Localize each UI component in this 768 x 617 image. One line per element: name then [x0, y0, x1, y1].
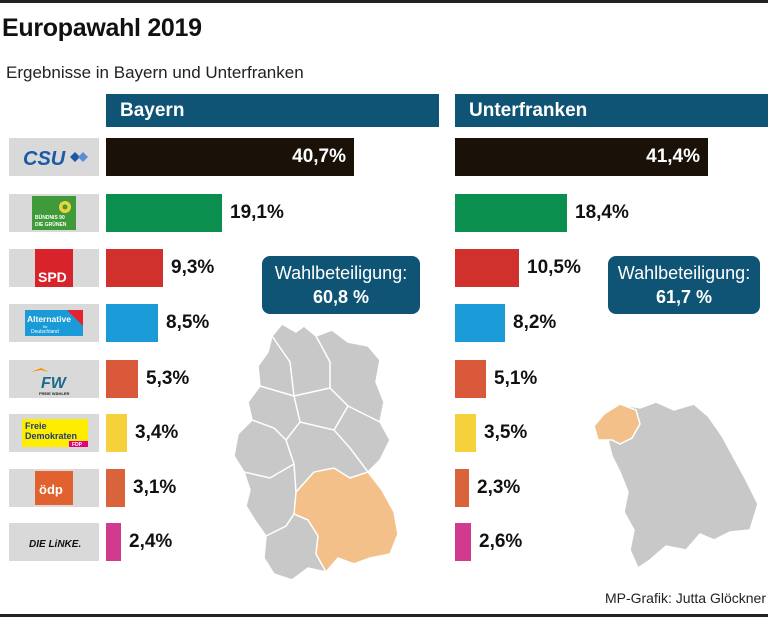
bar-bayern-5 [106, 360, 138, 398]
svg-text:Freie: Freie [25, 421, 47, 431]
bar-label-bayern-6: 3,4% [135, 422, 179, 443]
svg-text:FREIE WÄHLER: FREIE WÄHLER [39, 391, 70, 396]
bar-label-bayern-3: 9,3% [171, 257, 215, 278]
bar-bayern-8 [106, 523, 121, 561]
svg-text:für: für [43, 324, 48, 329]
bar-label-unterfranken-4: 8,2% [513, 312, 557, 333]
bar-label-bayern-8: 2,4% [129, 531, 173, 552]
svg-text:Alternative: Alternative [27, 314, 71, 324]
turnout-label-unterfranken: Wahlbeteiligung: [617, 263, 751, 283]
svg-text:DIE LiNKE.: DIE LiNKE. [29, 539, 81, 550]
bar-bayern-7 [106, 469, 125, 507]
bar-label-bayern-1: 40,7% [292, 146, 346, 167]
bar-unterfranken-8 [455, 523, 471, 561]
bavaria-map-icon [593, 401, 759, 570]
bar-label-bayern-5: 5,3% [146, 368, 190, 389]
bar-bayern-2 [106, 194, 222, 232]
svg-text:Deutschland: Deutschland [31, 329, 59, 335]
svg-text:CSU: CSU [23, 148, 66, 170]
turnout-box-bayern: Wahlbeteiligung: 60,8 % [262, 256, 420, 314]
credit-line: MP-Grafik: Jutta Glöckner [604, 590, 766, 606]
chart-title: Europawahl 2019 [2, 14, 202, 42]
bar-label-unterfranken-3: 10,5% [527, 257, 581, 278]
panel-header-bayern: Bayern [106, 94, 439, 127]
bar-unterfranken-1 [455, 138, 708, 176]
bar-bayern-4 [106, 304, 158, 342]
bar-label-unterfranken-2: 18,4% [575, 202, 629, 223]
bar-unterfranken-2 [455, 194, 567, 232]
turnout-label-bayern: Wahlbeteiligung: [274, 263, 408, 283]
fdp-logo-icon: Freie Demokraten FDP [9, 414, 99, 452]
oedp-logo-icon: ödp [9, 469, 99, 507]
bottom-rule [0, 614, 768, 617]
bar-label-bayern-2: 19,1% [230, 202, 284, 223]
bar-bayern-6 [106, 414, 127, 452]
bar-label-bayern-4: 8,5% [166, 312, 210, 333]
svg-text:BÜNDNIS 90: BÜNDNIS 90 [35, 214, 65, 221]
turnout-value-bayern: 60,8 % [312, 287, 370, 307]
top-rule [0, 0, 768, 3]
afd-logo-icon: Alternative für Deutschland [9, 304, 99, 342]
bar-label-unterfranken-7: 2,3% [477, 477, 521, 498]
svg-text:DIE GRÜNEN: DIE GRÜNEN [35, 221, 67, 228]
bar-unterfranken-4 [455, 304, 505, 342]
csu-logo-icon: CSU [9, 138, 99, 176]
svg-text:Demokraten: Demokraten [25, 431, 77, 441]
bar-unterfranken-7 [455, 469, 469, 507]
germany-map-icon [233, 323, 399, 581]
turnout-value-unterfranken: 61,7 % [655, 287, 713, 307]
bar-label-unterfranken-6: 3,5% [484, 422, 528, 443]
svg-text:ödp: ödp [39, 482, 63, 497]
bar-label-unterfranken-1: 41,4% [646, 146, 700, 167]
panel-header-unterfranken: Unterfranken [455, 94, 768, 127]
chart-subtitle: Ergebnisse in Bayern und Unterfranken [6, 63, 304, 82]
fw-logo-icon: FW FREIE WÄHLER [9, 360, 99, 398]
linke-logo-icon: DIE LiNKE. [9, 523, 99, 561]
svg-text:FW: FW [41, 375, 68, 392]
turnout-box-unterfranken: Wahlbeteiligung: 61,7 % [608, 256, 760, 314]
gruene-logo-icon: BÜNDNIS 90 DIE GRÜNEN [9, 194, 99, 232]
bar-bayern-1 [106, 138, 354, 176]
bar-label-unterfranken-8: 2,6% [479, 531, 523, 552]
spd-logo-icon: SPD [9, 249, 99, 287]
svg-text:FDP: FDP [72, 442, 83, 448]
bar-unterfranken-6 [455, 414, 476, 452]
bar-label-unterfranken-5: 5,1% [494, 368, 538, 389]
bar-label-bayern-7: 3,1% [133, 477, 177, 498]
svg-text:SPD: SPD [38, 269, 67, 285]
bar-unterfranken-3 [455, 249, 519, 287]
bar-bayern-3 [106, 249, 163, 287]
bar-unterfranken-5 [455, 360, 486, 398]
